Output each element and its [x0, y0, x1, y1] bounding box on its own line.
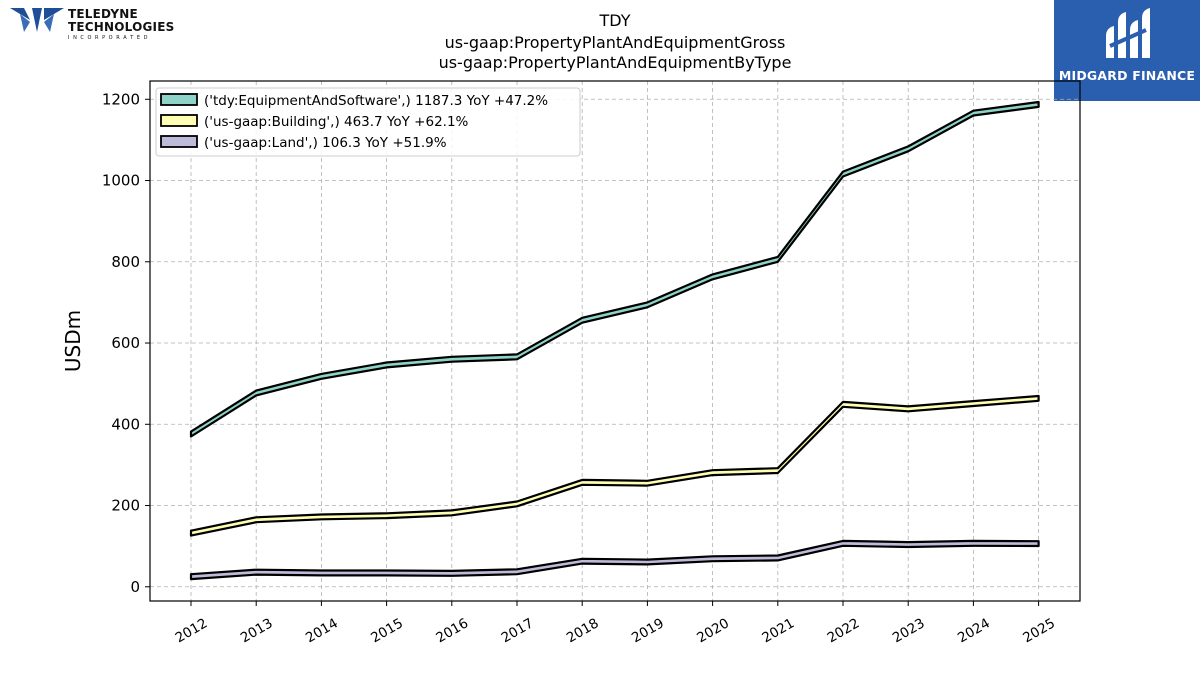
y-axis-label: USDm: [61, 310, 85, 372]
teledyne-logo-icon: [10, 8, 64, 32]
grid-lines: [150, 81, 1080, 601]
y-tick-label: 0: [130, 578, 140, 596]
x-tick-label: 2017: [499, 615, 537, 646]
midgard-logo-icon: [1106, 8, 1150, 58]
x-tick-label: 2024: [955, 615, 993, 646]
y-tick-label: 200: [111, 497, 140, 515]
y-tick-label: 1000: [102, 172, 140, 190]
y-tick-label: 1200: [102, 90, 140, 108]
legend-swatch: [160, 135, 198, 148]
y-tick-label: 800: [111, 253, 140, 271]
midgard-finance-badge: MIDGARD FINANCE: [1054, 0, 1200, 101]
x-tick-label: 2013: [238, 615, 276, 646]
legend-swatch: [160, 93, 198, 106]
chart-title-ticker: TDY: [599, 11, 631, 30]
x-tick-label: 2023: [890, 615, 928, 646]
x-tick-label: 2015: [368, 615, 406, 646]
chart-title-line-2: us-gaap:PropertyPlantAndEquipmentGross: [444, 33, 786, 52]
plot-frame: [149, 80, 1081, 602]
x-tick-label: 2021: [759, 615, 797, 646]
x-tick-label: 2022: [825, 615, 863, 646]
legend-entry-label: ('tdy:EquipmentAndSoftware',) 1187.3 YoY…: [204, 93, 548, 109]
series-layer: [189, 100, 1040, 581]
series-band-0: [189, 100, 1040, 438]
legend-entry-label: ('us-gaap:Land',) 106.3 YoY +51.9%: [204, 135, 447, 151]
x-tick-label: 2016: [433, 615, 471, 646]
x-tick-label: 2020: [694, 615, 732, 646]
series-band-2: [189, 539, 1040, 581]
x-tick-label: 2018: [564, 615, 602, 646]
company-logo: TELEDYNE TECHNOLOGIES I N C O R P O R A …: [8, 6, 178, 46]
x-tick-label: 2025: [1020, 615, 1058, 646]
y-tick-label: 600: [111, 334, 140, 352]
legend: ('tdy:EquipmentAndSoftware',) 1187.3 YoY…: [155, 87, 581, 157]
x-tick-label: 2012: [173, 615, 211, 646]
legend-swatch: [160, 114, 198, 127]
x-tick-label: 2019: [629, 615, 667, 646]
series-band-1: [189, 394, 1040, 537]
company-name-line-3: I N C O R P O R A T E D: [68, 35, 149, 41]
legend-entry-label: ('us-gaap:Building',) 463.7 YoY +62.1%: [204, 114, 469, 130]
midgard-finance-label: MIDGARD FINANCE: [1058, 68, 1196, 83]
company-name-line-2: TECHNOLOGIES: [68, 20, 175, 34]
y-tick-label: 400: [111, 415, 140, 433]
legend-box: [155, 87, 581, 157]
x-tick-label: 2014: [303, 615, 341, 646]
company-name-line-1: TELEDYNE: [68, 7, 138, 21]
chart-title-line-3: us-gaap:PropertyPlantAndEquipmentByType: [438, 53, 792, 72]
